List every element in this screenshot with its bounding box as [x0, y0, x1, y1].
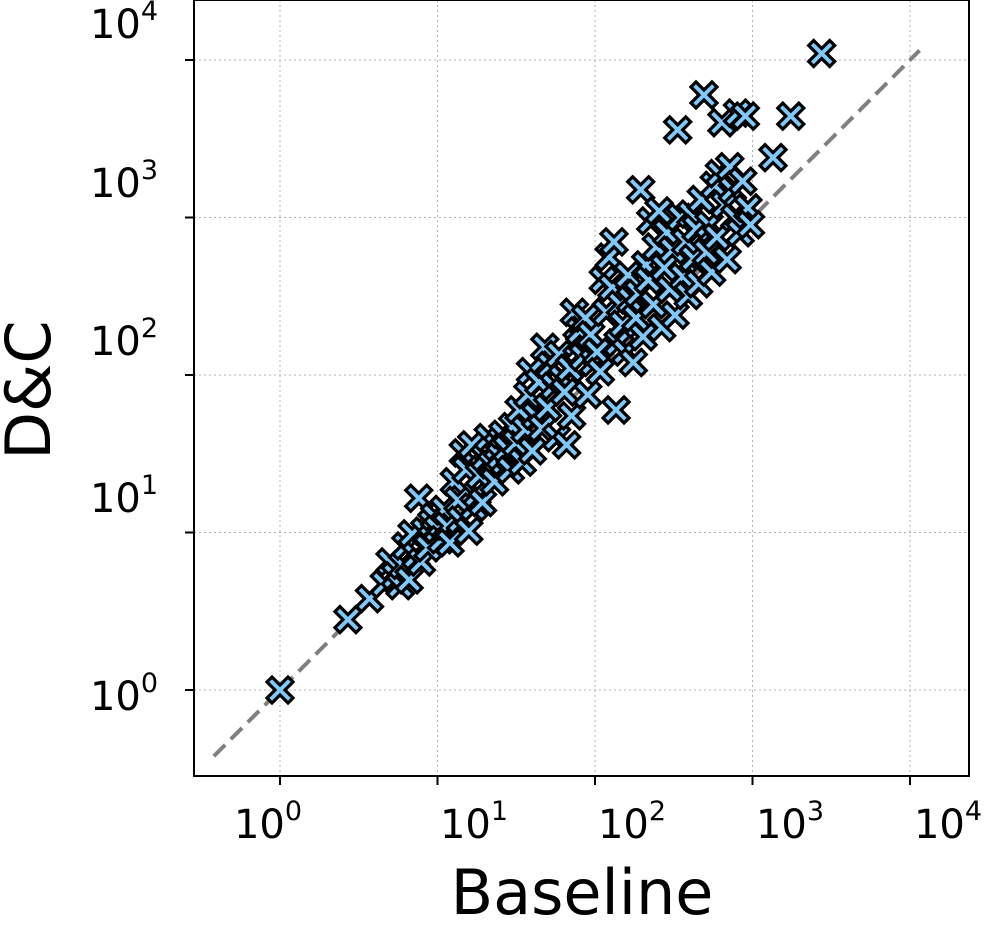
data-point — [625, 174, 656, 206]
scatter-points — [264, 38, 837, 706]
reference-line-group — [212, 49, 921, 758]
grid-lines — [194, 0, 969, 776]
data-point — [618, 347, 649, 378]
y-tick-label: 100 — [90, 668, 158, 720]
data-point — [551, 429, 582, 461]
x-tick-label: 101 — [440, 796, 508, 848]
data-point — [806, 38, 837, 69]
data-point — [453, 515, 485, 547]
data-point — [711, 244, 743, 275]
reference-line — [212, 49, 921, 758]
data-point — [332, 604, 364, 635]
data-point — [584, 356, 616, 387]
y-tick-label: 102 — [90, 313, 158, 365]
data-point — [730, 100, 761, 132]
data-point — [517, 435, 548, 467]
data-point — [627, 321, 659, 352]
axis-ticks — [185, 59, 911, 785]
data-point — [688, 79, 720, 111]
data-point — [467, 487, 498, 518]
data-point — [757, 142, 789, 173]
data-point — [735, 209, 766, 240]
data-point — [264, 674, 296, 706]
x-axis-title: Baseline — [451, 856, 714, 929]
data-point — [598, 226, 630, 258]
data-point — [572, 379, 604, 410]
data-point — [727, 165, 758, 197]
x-tick-label: 102 — [598, 796, 666, 848]
y-tick-label: 104 — [90, 0, 158, 48]
x-tick-label: 103 — [756, 796, 824, 848]
x-tick-label: 104 — [914, 796, 982, 848]
y-tick-label: 101 — [90, 470, 158, 522]
data-point — [662, 114, 693, 146]
data-point — [775, 100, 807, 132]
data-point — [556, 400, 587, 432]
plot-frame — [193, 0, 970, 777]
y-axis-title: D&C — [0, 320, 65, 459]
x-tick-label: 100 — [234, 796, 302, 848]
y-tick-label: 103 — [90, 155, 158, 207]
data-point — [600, 394, 632, 426]
